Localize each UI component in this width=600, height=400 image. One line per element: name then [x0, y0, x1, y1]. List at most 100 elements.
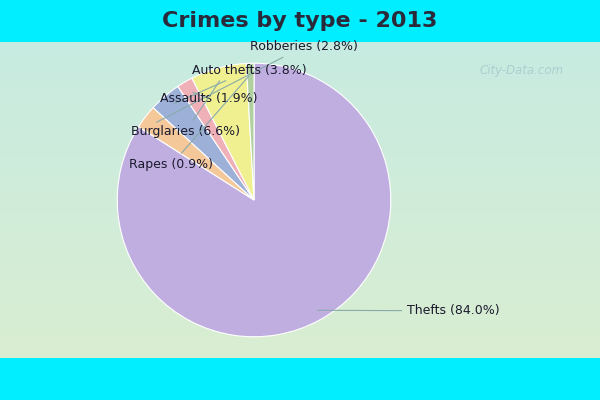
Bar: [0, 282, 600, 284]
Bar: [0, 279, 600, 282]
Bar: [0, 295, 600, 298]
Text: Robberies (2.8%): Robberies (2.8%): [157, 40, 358, 122]
Bar: [0, 287, 600, 290]
Bar: [0, 337, 600, 340]
Bar: [0, 52, 600, 55]
Bar: [0, 171, 600, 174]
Bar: [0, 284, 600, 287]
Bar: [0, 318, 600, 321]
Bar: [0, 234, 600, 237]
Bar: [0, 334, 600, 337]
Bar: [0, 150, 600, 152]
Bar: [0, 340, 600, 342]
Bar: [0, 321, 600, 324]
Bar: [0, 260, 600, 263]
Bar: [0, 300, 600, 303]
Bar: [0, 47, 600, 50]
Bar: [0, 355, 600, 358]
Bar: [0, 292, 600, 295]
Bar: [0, 221, 600, 224]
Bar: [0, 348, 600, 350]
Bar: [0, 168, 600, 171]
Bar: [0, 342, 600, 345]
Text: Auto thefts (3.8%): Auto thefts (3.8%): [175, 64, 307, 104]
Bar: [0, 155, 600, 158]
Bar: [0, 203, 600, 205]
Bar: [0, 137, 600, 140]
Bar: [0, 247, 600, 250]
Bar: [0, 276, 600, 279]
Wedge shape: [153, 86, 254, 200]
Bar: [0, 305, 600, 308]
Bar: [0, 108, 600, 110]
Bar: [0, 226, 600, 229]
Bar: [0, 60, 600, 63]
Bar: [0, 179, 600, 182]
Bar: [0, 324, 600, 326]
Bar: [0, 192, 600, 195]
Bar: [0, 313, 600, 316]
Bar: [0, 245, 600, 247]
Text: Rapes (0.9%): Rapes (0.9%): [130, 76, 248, 171]
Text: Burglaries (6.6%): Burglaries (6.6%): [131, 81, 240, 138]
Bar: [0, 240, 600, 242]
Text: Assaults (1.9%): Assaults (1.9%): [160, 92, 258, 105]
Bar: [0, 216, 600, 218]
Bar: [0, 147, 600, 150]
Bar: [0, 121, 600, 124]
Bar: [0, 74, 600, 76]
Bar: [0, 326, 600, 329]
Wedge shape: [139, 108, 254, 200]
Bar: [0, 95, 600, 97]
Bar: [0, 350, 600, 353]
Bar: [0, 50, 600, 52]
Bar: [0, 253, 600, 255]
Bar: [0, 97, 600, 100]
Bar: [0, 142, 600, 145]
Bar: [0, 187, 600, 190]
Text: Crimes by type - 2013: Crimes by type - 2013: [163, 11, 437, 31]
Bar: [0, 224, 600, 226]
Bar: [0, 113, 600, 116]
Bar: [0, 176, 600, 179]
Bar: [0, 100, 600, 102]
Bar: [0, 310, 600, 313]
Bar: [0, 197, 600, 200]
Bar: [0, 218, 600, 221]
Bar: [0, 163, 600, 166]
Bar: [0, 232, 600, 234]
Bar: [0, 268, 600, 271]
Bar: [0, 271, 600, 274]
Bar: [0, 153, 600, 155]
Bar: [0, 145, 600, 147]
Bar: [0, 210, 600, 213]
Bar: [0, 274, 600, 276]
Bar: [0, 345, 600, 348]
Wedge shape: [192, 64, 254, 200]
Bar: [0, 205, 600, 208]
Bar: [0, 182, 600, 184]
Bar: [0, 329, 600, 332]
Bar: [0, 124, 600, 126]
Bar: [0, 132, 600, 134]
Text: City-Data.com: City-Data.com: [480, 64, 564, 77]
Bar: [0, 160, 600, 163]
Wedge shape: [246, 63, 254, 200]
Bar: [0, 42, 600, 45]
Bar: [0, 116, 600, 118]
Bar: [0, 140, 600, 142]
Wedge shape: [178, 78, 254, 200]
Bar: [0, 79, 600, 82]
Bar: [0, 213, 600, 216]
Bar: [0, 105, 600, 108]
Bar: [0, 237, 600, 240]
Bar: [0, 303, 600, 305]
Bar: [0, 332, 600, 334]
Bar: [0, 92, 600, 95]
Bar: [0, 118, 600, 121]
Bar: [0, 82, 600, 84]
Bar: [0, 76, 600, 79]
Bar: [0, 55, 600, 58]
Bar: [0, 110, 600, 113]
Bar: [0, 174, 600, 176]
